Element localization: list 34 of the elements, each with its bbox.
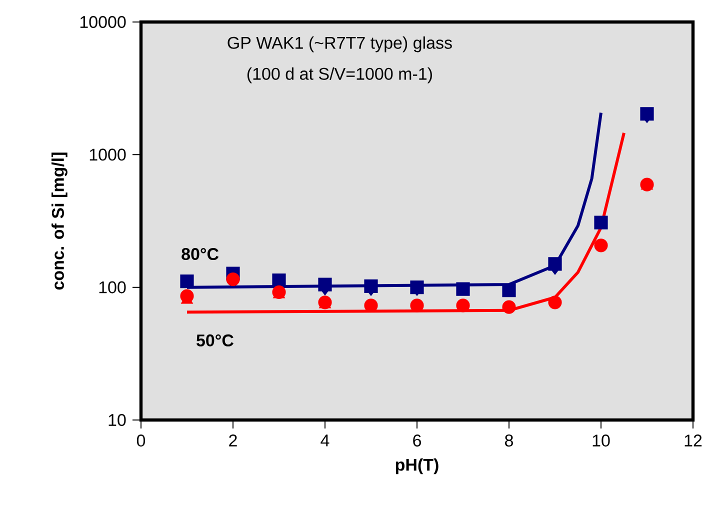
x-tick-label: 2 — [229, 434, 237, 446]
x-axis-title: pH(T) — [396, 458, 438, 474]
x-tick-label: 8 — [505, 434, 513, 447]
point — [502, 300, 516, 314]
point — [364, 279, 378, 293]
annotation: (100 d at S/V=1000 m-1) — [247, 67, 432, 84]
x-tick-label: 0 — [136, 434, 146, 447]
y-tick-label: 10000 — [80, 16, 126, 28]
annotation: 50°C — [196, 334, 234, 346]
point — [226, 272, 240, 286]
point — [456, 282, 470, 296]
point — [456, 298, 470, 312]
x-tick-label: 10 — [592, 434, 610, 447]
y-tick-label: 100 — [99, 281, 126, 294]
point — [594, 216, 608, 230]
point — [180, 289, 194, 303]
annotation: 80°C — [182, 248, 219, 260]
y-tick-label: 10 — [108, 414, 126, 426]
x-tick-label: 12 — [684, 434, 702, 446]
point — [502, 283, 516, 298]
point — [548, 257, 562, 271]
point — [548, 296, 562, 310]
point — [272, 285, 286, 299]
annotation: GP WAK1 (~R7T7 type) glass — [228, 36, 452, 52]
point — [318, 278, 332, 292]
x-tick-label: 4 — [320, 434, 330, 446]
point — [272, 273, 286, 288]
y-tick-label: 1000 — [90, 148, 126, 161]
y-axis-title: conc. of Si [mg/l] — [52, 152, 68, 290]
point — [640, 107, 654, 121]
point — [594, 238, 608, 252]
point — [180, 274, 194, 288]
x-tick-label: 6 — [413, 434, 421, 447]
point — [410, 298, 424, 312]
